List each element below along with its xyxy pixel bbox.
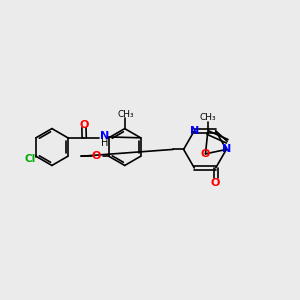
Text: O: O xyxy=(80,120,89,130)
Text: N: N xyxy=(190,126,199,136)
Text: O: O xyxy=(91,151,101,161)
Text: N: N xyxy=(100,131,109,141)
Text: N: N xyxy=(222,144,232,154)
Text: CH₃: CH₃ xyxy=(117,110,134,119)
Text: Cl: Cl xyxy=(25,154,36,164)
Text: O: O xyxy=(211,178,220,188)
Text: CH₃: CH₃ xyxy=(200,113,216,122)
Text: H: H xyxy=(101,138,108,148)
Text: O: O xyxy=(201,149,210,159)
